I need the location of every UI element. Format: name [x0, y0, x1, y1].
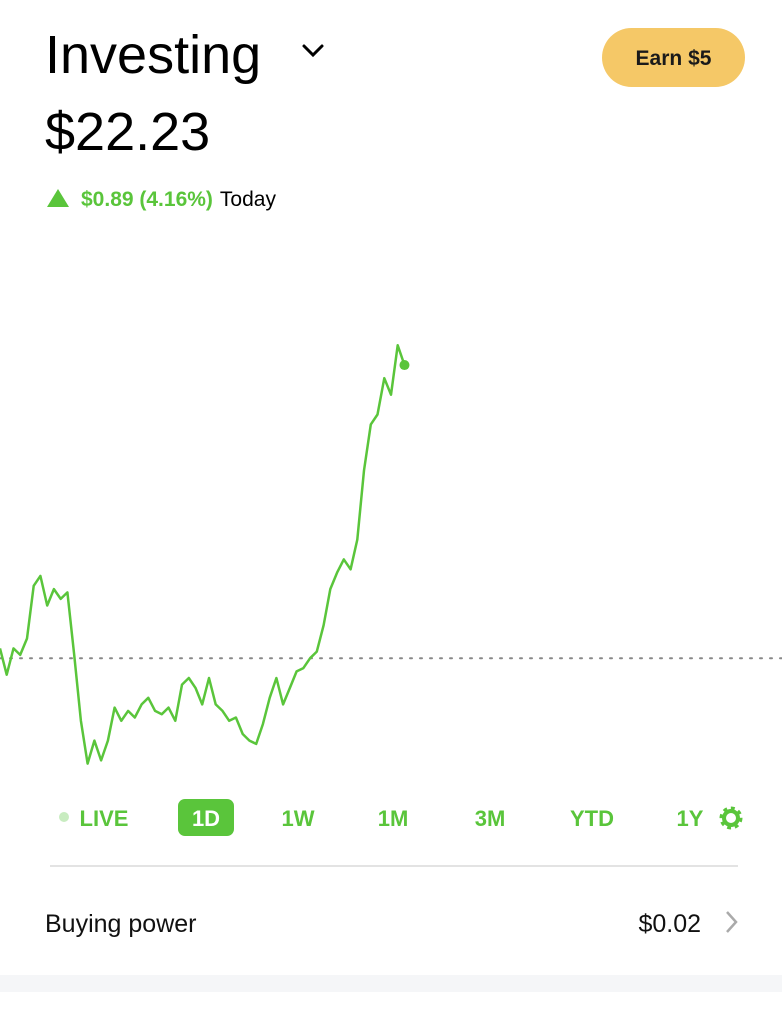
range-selector: LIVE 1D 1W 1M 3M YTD 1Y: [59, 799, 704, 836]
live-dot: [59, 812, 69, 822]
range-option[interactable]: 1D: [192, 806, 220, 831]
chart: [0, 344, 782, 765]
period: Today: [220, 188, 277, 211]
range-option[interactable]: 1M: [378, 806, 409, 831]
earn-button[interactable]: [602, 28, 745, 87]
buying-power-chevron[interactable]: [726, 911, 738, 933]
section-separator: [0, 975, 782, 992]
range-option[interactable]: LIVE: [80, 806, 129, 831]
title[interactable]: Investing: [45, 25, 261, 85]
earn-button-label[interactable]: Earn $5: [636, 47, 712, 70]
settings-icon[interactable]: [719, 806, 743, 830]
range-option[interactable]: 3M: [475, 806, 506, 831]
buying-power-label[interactable]: Buying power: [45, 910, 196, 938]
range-option[interactable]: 1W: [282, 806, 315, 831]
current-point: [399, 360, 410, 371]
range-selected-bg[interactable]: [178, 799, 234, 836]
change: $0.89 (4.16%): [81, 188, 213, 211]
up-arrow: [47, 189, 69, 207]
gear-ring: [722, 809, 740, 827]
range-option[interactable]: 1Y: [677, 806, 704, 831]
buying-power-value[interactable]: $0.02: [638, 910, 701, 938]
price-line: [0, 344, 406, 765]
portfolio-value: $22.23: [45, 102, 210, 162]
range-option[interactable]: YTD: [570, 806, 614, 831]
title-chevron[interactable]: [302, 44, 324, 58]
